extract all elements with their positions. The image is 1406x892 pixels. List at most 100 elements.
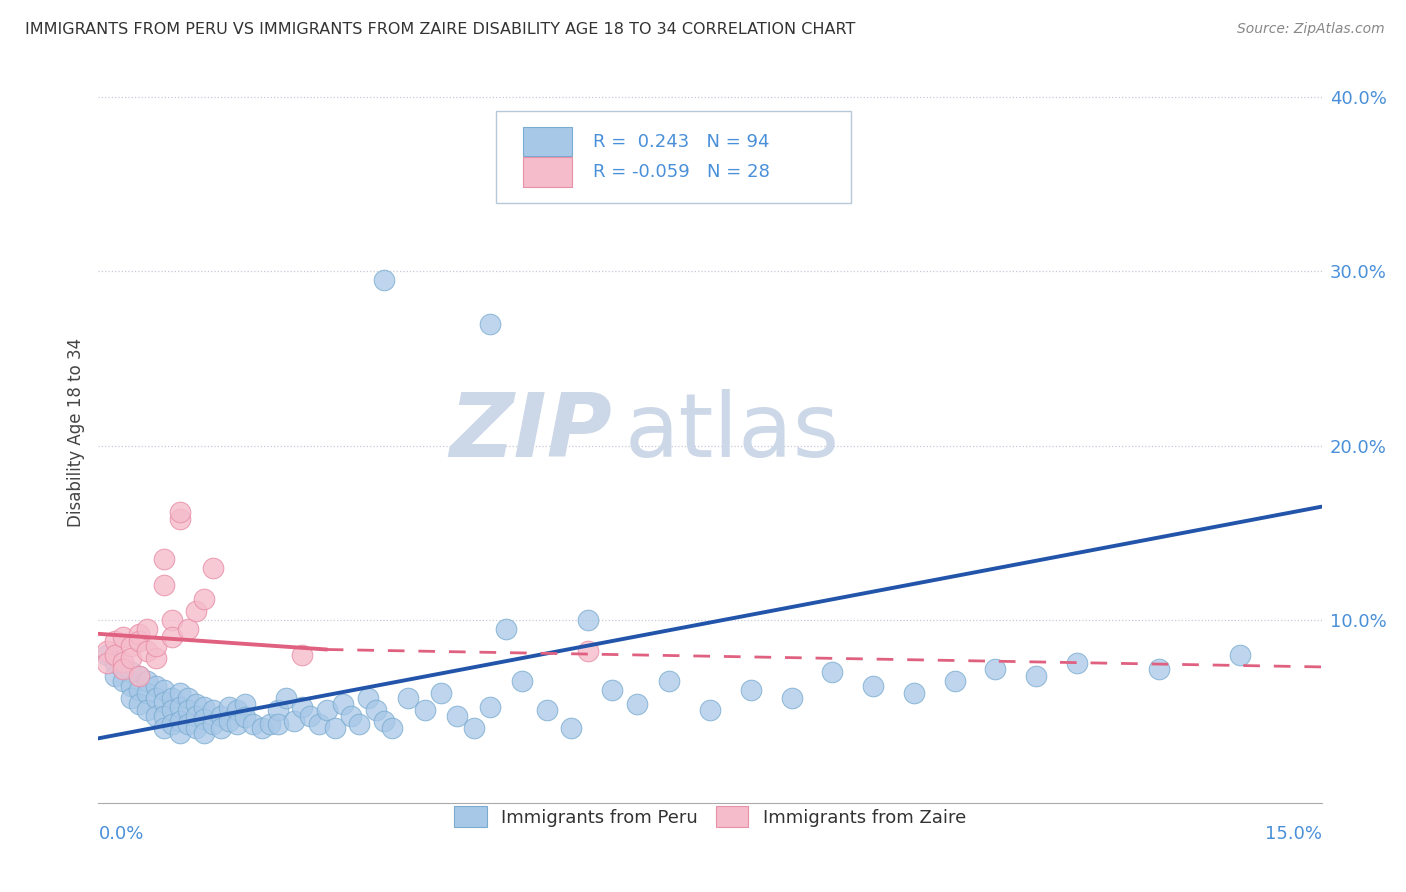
Point [267,703,290,717]
Legend: Immigrants from Peru, Immigrants from Zaire: Immigrants from Peru, Immigrants from Za… [447,799,973,835]
Text: R =  0.243   N = 94: R = 0.243 N = 94 [592,133,769,151]
Point [96,648,118,662]
Point [600,682,623,697]
Point [201,560,224,574]
Point [160,703,183,717]
Point [145,651,167,665]
Point [145,639,167,653]
Point [120,639,142,653]
Point [169,700,191,714]
Point [104,668,127,682]
Point [821,665,844,680]
Point [308,717,330,731]
Point [1147,662,1170,676]
Point [120,679,142,693]
Point [177,691,200,706]
Point [169,505,191,519]
Point [536,703,558,717]
FancyBboxPatch shape [523,127,572,156]
Point [177,717,200,731]
Point [128,682,150,697]
Point [242,717,264,731]
Point [136,622,159,636]
Point [943,673,966,688]
Point [576,644,599,658]
Point [250,721,273,735]
Point [218,700,240,714]
Point [111,673,134,688]
Point [233,697,256,711]
Point [340,708,363,723]
Point [136,703,159,717]
Point [111,662,134,676]
Point [128,668,150,682]
Point [740,682,762,697]
Point [111,630,134,644]
Point [120,651,142,665]
Point [780,691,803,706]
Point [463,721,485,735]
FancyBboxPatch shape [523,157,572,186]
Point [177,622,200,636]
Point [136,686,159,700]
Point [120,665,142,680]
Point [233,710,256,724]
Point [145,708,167,723]
Point [96,657,118,671]
Point [160,717,183,731]
Point [218,714,240,728]
Point [160,613,183,627]
Point [617,160,640,174]
Point [111,655,134,669]
Point [136,644,159,658]
Point [862,679,884,693]
Point [111,662,134,676]
Point [209,721,232,735]
Point [381,721,404,735]
Point [152,708,174,723]
Point [96,644,118,658]
Point [136,673,159,688]
Point [478,700,501,714]
Point [430,686,453,700]
Point [373,273,395,287]
Point [152,695,174,709]
Point [169,512,191,526]
Point [560,721,582,735]
Point [193,700,215,714]
Text: IMMIGRANTS FROM PERU VS IMMIGRANTS FROM ZAIRE DISABILITY AGE 18 TO 34 CORRELATIO: IMMIGRANTS FROM PERU VS IMMIGRANTS FROM … [25,22,856,37]
Point [186,708,208,723]
Point [128,633,150,648]
Point [267,717,290,731]
FancyBboxPatch shape [496,111,851,203]
Point [299,708,322,723]
Point [364,703,387,717]
Point [169,714,191,728]
Point [128,668,150,682]
Point [104,648,127,662]
Point [177,703,200,717]
Text: Source: ZipAtlas.com: Source: ZipAtlas.com [1237,22,1385,37]
Point [145,679,167,693]
Text: atlas: atlas [624,389,839,476]
Point [152,721,174,735]
Point [169,686,191,700]
Point [209,708,232,723]
Point [323,721,346,735]
Point [186,721,208,735]
Point [226,717,249,731]
Point [984,662,1007,676]
Point [576,613,599,627]
Point [226,703,249,717]
Point [478,317,501,331]
Point [495,622,517,636]
Point [1229,648,1251,662]
Point [396,691,419,706]
Point [413,703,436,717]
Point [626,697,648,711]
Point [1066,657,1088,671]
Point [512,673,534,688]
Point [658,673,681,688]
Point [291,700,314,714]
Y-axis label: Disability Age 18 to 34: Disability Age 18 to 34 [66,338,84,527]
